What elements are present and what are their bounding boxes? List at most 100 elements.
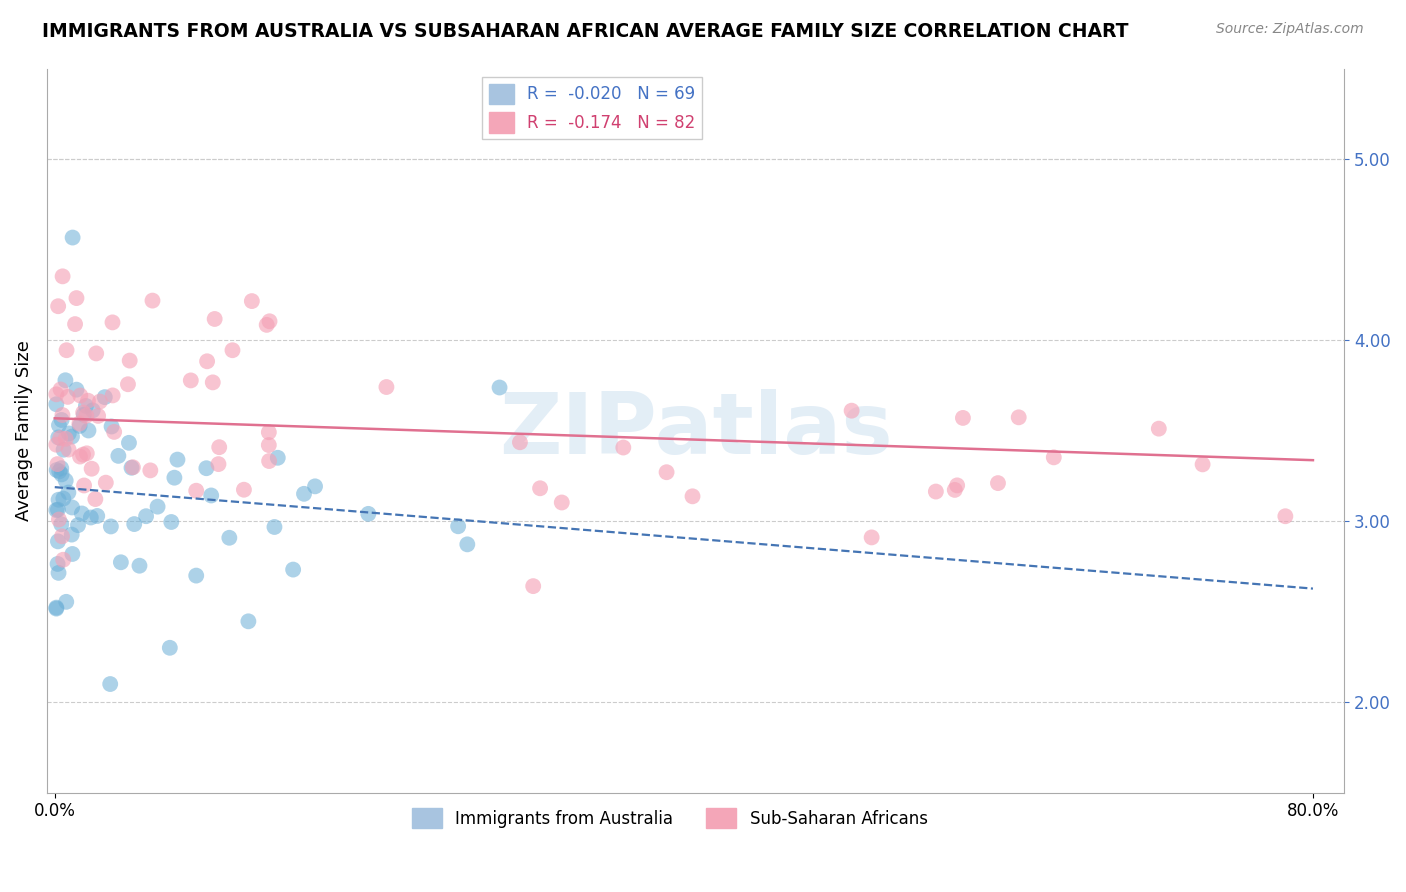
Point — [118, 353, 141, 368]
Point — [60, 547, 83, 561]
Point — [46, 502, 69, 516]
Point — [509, 435, 531, 450]
Point — [60, 429, 83, 443]
Point — [94, 475, 117, 490]
Point — [72, 406, 94, 420]
Point — [256, 318, 278, 332]
Point — [69, 450, 91, 464]
Point — [118, 435, 141, 450]
Point — [45, 463, 67, 477]
Text: Source: ZipAtlas.com: Source: ZipAtlas.com — [1216, 22, 1364, 37]
Point — [51, 408, 73, 422]
Point — [281, 563, 304, 577]
Point — [529, 481, 551, 495]
Point — [84, 491, 107, 506]
Point — [128, 558, 150, 573]
Point — [45, 397, 67, 411]
Point — [60, 527, 83, 541]
Point — [48, 512, 70, 526]
Point — [263, 520, 285, 534]
Point — [48, 566, 70, 580]
Point — [51, 413, 73, 427]
Point — [267, 450, 290, 465]
Point — [195, 354, 218, 368]
Point — [122, 460, 145, 475]
Point — [65, 383, 87, 397]
Point — [73, 408, 96, 422]
Point — [135, 509, 157, 524]
Point — [55, 474, 77, 488]
Point — [146, 500, 169, 514]
Point — [218, 531, 240, 545]
Point — [80, 461, 103, 475]
Point — [89, 394, 111, 409]
Point — [101, 315, 124, 329]
Point — [946, 478, 969, 492]
Point — [67, 417, 90, 431]
Point — [186, 483, 208, 498]
Point — [58, 485, 80, 500]
Point — [75, 409, 97, 423]
Point — [160, 515, 183, 529]
Point — [52, 442, 75, 457]
Point — [48, 492, 70, 507]
Point — [101, 388, 124, 402]
Point — [208, 440, 231, 454]
Point — [200, 488, 222, 502]
Point — [73, 478, 96, 492]
Point — [84, 346, 107, 360]
Point — [82, 403, 104, 417]
Point — [180, 373, 202, 387]
Point — [45, 600, 67, 615]
Point — [76, 446, 98, 460]
Point — [292, 487, 315, 501]
Point — [456, 537, 478, 551]
Point — [139, 463, 162, 477]
Point — [655, 465, 678, 479]
Point — [201, 376, 224, 390]
Point — [1147, 422, 1170, 436]
Point — [186, 568, 208, 582]
Point — [221, 343, 243, 358]
Point — [66, 518, 89, 533]
Point — [48, 464, 70, 478]
Point — [87, 409, 110, 423]
Point — [58, 442, 80, 457]
Point — [943, 483, 966, 497]
Y-axis label: Average Family Size: Average Family Size — [15, 340, 32, 521]
Point — [70, 507, 93, 521]
Point — [121, 460, 143, 475]
Point — [45, 503, 67, 517]
Point — [86, 508, 108, 523]
Point — [195, 461, 218, 475]
Point — [257, 438, 280, 452]
Point — [46, 534, 69, 549]
Point — [45, 601, 67, 615]
Point — [682, 489, 704, 503]
Point — [925, 484, 948, 499]
Point — [55, 343, 77, 358]
Point — [100, 519, 122, 533]
Point — [1008, 410, 1031, 425]
Point — [166, 452, 188, 467]
Text: ZIPatlas: ZIPatlas — [499, 389, 893, 472]
Point — [100, 419, 122, 434]
Point — [55, 595, 77, 609]
Point — [45, 438, 67, 452]
Point — [45, 387, 67, 401]
Point — [52, 491, 75, 506]
Point — [94, 390, 117, 404]
Point — [257, 454, 280, 468]
Point — [204, 312, 226, 326]
Point — [1274, 509, 1296, 524]
Point — [51, 529, 73, 543]
Point — [240, 294, 263, 309]
Point — [58, 426, 80, 441]
Point — [860, 530, 883, 544]
Point — [65, 291, 87, 305]
Point — [60, 500, 83, 515]
Point — [841, 403, 863, 417]
Point — [238, 615, 260, 629]
Point — [46, 299, 69, 313]
Point — [69, 419, 91, 434]
